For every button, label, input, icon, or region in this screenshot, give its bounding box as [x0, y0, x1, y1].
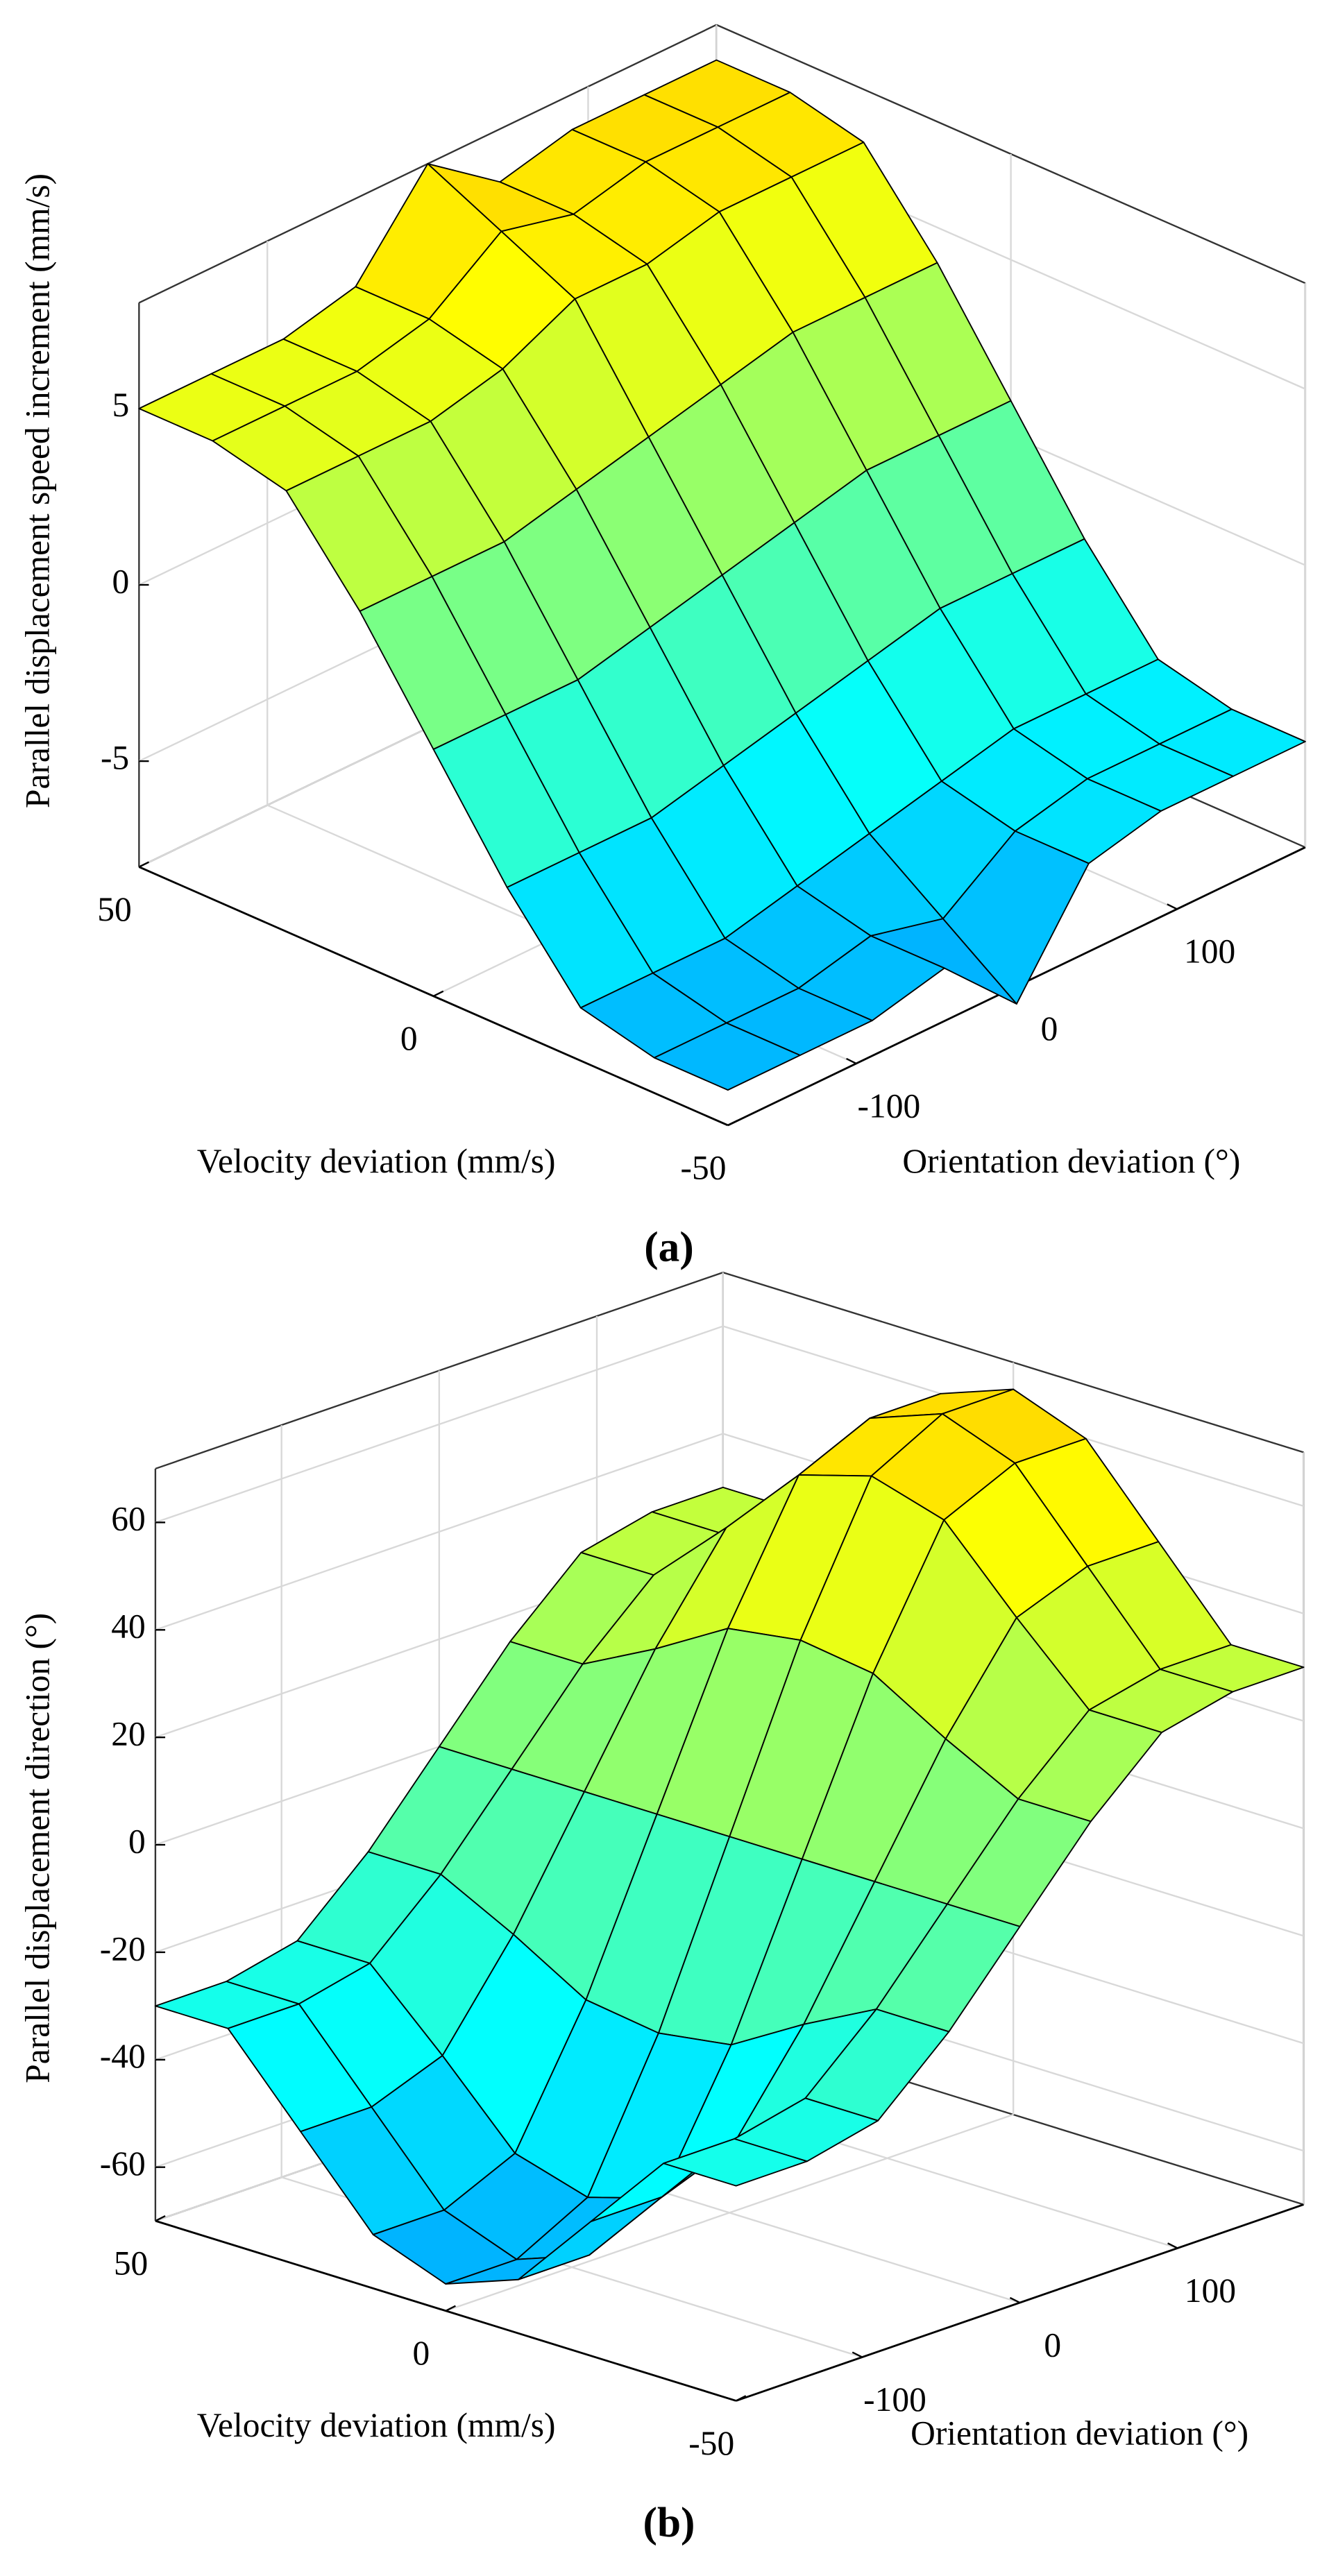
y-tick: [1009, 2296, 1021, 2304]
x-tick-label: -50: [688, 2424, 734, 2462]
y-tick-label: 100: [1184, 932, 1235, 971]
x-axis-label: Velocity deviation (mm/s): [197, 1142, 556, 1180]
x-tick: [445, 2305, 456, 2312]
x-tick: [727, 1119, 738, 1127]
x-tick: [138, 861, 150, 868]
x-tick-label: 0: [400, 1019, 418, 1057]
z-axis-label: Parallel displacement speed increment (m…: [18, 173, 56, 808]
z-tick-label: -60: [100, 2144, 146, 2183]
z-tick-label: -5: [101, 738, 129, 776]
y-tick-label: 0: [1044, 2326, 1061, 2364]
z-tick-label: 5: [112, 386, 129, 424]
surface-patch: [663, 2138, 808, 2187]
x-tick: [155, 2215, 166, 2222]
z-tick-label: -20: [100, 1929, 146, 1968]
y-tick: [1167, 903, 1178, 910]
z-axis-label: Parallel displacement direction (°): [18, 1613, 56, 2083]
x-tick-label: 0: [413, 2334, 430, 2372]
z-tick-label: -40: [100, 2037, 146, 2075]
y-tick: [852, 2351, 863, 2358]
x-axis-label: Velocity deviation (mm/s): [197, 2406, 556, 2444]
y-tick: [1167, 2242, 1178, 2249]
y-tick-label: 100: [1185, 2271, 1236, 2310]
surface-chart: -60 -40 -20 0 20 40 60 -50 0 50 -100 0 100 Velocity d…: [18, 1271, 1305, 2546]
y-tick-label: -100: [858, 1086, 921, 1125]
y-tick: [846, 1057, 857, 1064]
z-tick-label: 0: [128, 1822, 146, 1860]
x-tick: [736, 2395, 747, 2402]
caption: (a): [644, 1224, 693, 1271]
x-tick-label: -50: [681, 1148, 727, 1186]
z-tick-label: 60: [111, 1500, 145, 1538]
z-tick-label: 0: [112, 562, 129, 600]
x-tick: [433, 990, 444, 997]
caption: (b): [643, 2499, 695, 2546]
y-axis-label: Orientation deviation (°): [902, 1142, 1240, 1180]
x-tick-label: 50: [97, 890, 131, 928]
y-tick-label: -100: [863, 2380, 926, 2419]
y-tick-label: 0: [1041, 1009, 1058, 1048]
x-tick-label: 50: [114, 2244, 148, 2283]
surface-patch: [653, 1022, 801, 1091]
z-tick-label: 20: [111, 1715, 145, 1753]
y-axis-label: Orientation deviation (°): [911, 2414, 1248, 2453]
z-tick-label: 40: [111, 1607, 145, 1646]
